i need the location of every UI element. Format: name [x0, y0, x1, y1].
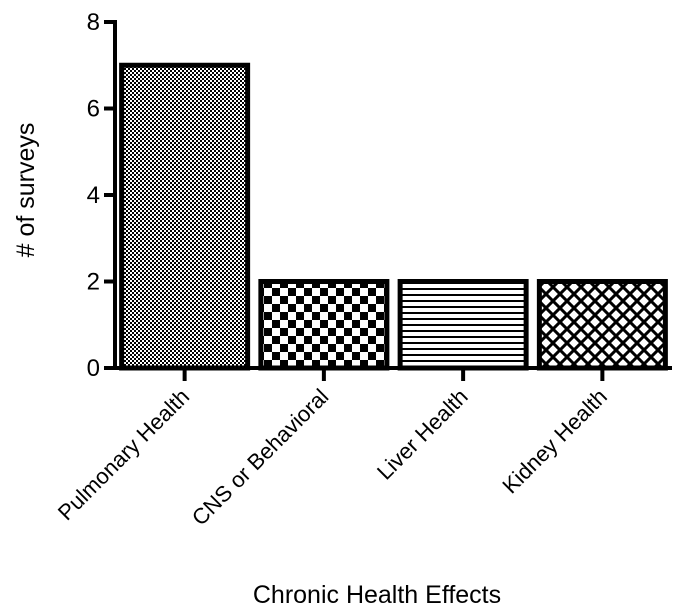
- y-tick-label: 4: [87, 182, 100, 209]
- x-category-label: CNS or Behavioral: [187, 384, 334, 531]
- y-tick-label: 0: [87, 355, 100, 382]
- y-tick-label: 2: [87, 269, 100, 296]
- bar-liver-health: [397, 279, 529, 371]
- y-axis-title: # of surveys: [12, 123, 40, 258]
- x-category-label: Liver Health: [372, 384, 473, 485]
- bar-pulmonary-health: [119, 62, 251, 371]
- x-category-label: Pulmonary Health: [53, 384, 194, 525]
- x-category-label: Kidney Health: [497, 384, 612, 499]
- bars-group: [119, 62, 668, 371]
- y-tick-label: 8: [87, 9, 100, 36]
- bar-cns-or-behavioral: [258, 279, 390, 371]
- x-axis-title: Chronic Health Effects: [253, 581, 501, 609]
- bar-kidney-health: [536, 279, 668, 371]
- y-tick-label: 6: [87, 96, 100, 123]
- y-ticks-group: 0 2 4 6 8: [87, 9, 115, 382]
